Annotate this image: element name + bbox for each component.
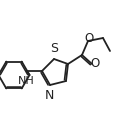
Text: NH: NH (18, 76, 34, 86)
Text: S: S (50, 42, 58, 56)
Text: O: O (84, 32, 93, 45)
Text: N: N (45, 89, 54, 102)
Text: O: O (90, 57, 99, 70)
